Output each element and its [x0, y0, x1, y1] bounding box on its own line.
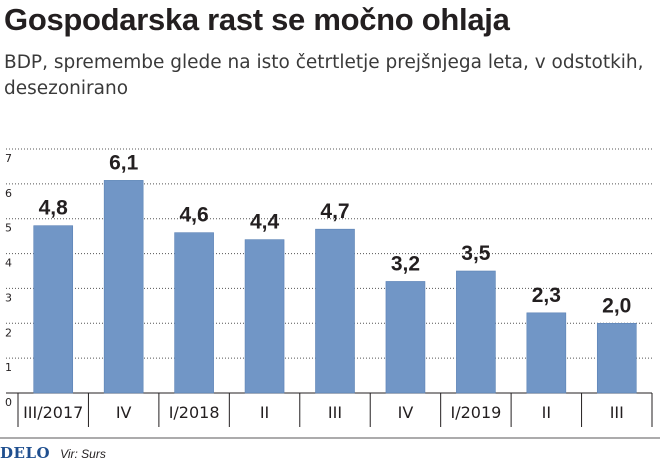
- bar: [456, 270, 496, 394]
- x-tick-label: IV: [116, 403, 132, 422]
- bar: [385, 281, 426, 394]
- y-tick-label: 5: [5, 222, 12, 235]
- data-label: 2,0: [602, 294, 631, 317]
- data-label: 4,7: [320, 200, 349, 223]
- x-tick-label: III: [610, 403, 624, 422]
- data-label: 3,2: [391, 252, 420, 275]
- y-tick-label: 4: [5, 257, 12, 270]
- source-note: Vir: Surs: [60, 447, 106, 461]
- x-tick-label: IV: [398, 403, 414, 422]
- y-tick-label: 2: [5, 326, 12, 339]
- bar: [315, 228, 355, 394]
- bar-chart: 0 1 2 3 4 5 6 7 4,8 III/2017 6,1 IV 4,6 I/2018 4,4 II 4,…: [0, 148, 660, 439]
- x-tick-label: II: [542, 403, 551, 422]
- data-label: 4,6: [180, 204, 209, 227]
- y-tick-label: 1: [5, 361, 12, 374]
- bar: [174, 232, 214, 394]
- chart-title: Gospodarska rast se močno ohlaja: [4, 2, 510, 37]
- y-tick-label: 6: [5, 187, 12, 200]
- delo-logo: DELO: [0, 444, 51, 462]
- x-tick-label: II: [260, 403, 269, 422]
- x-tick-label: I/2019: [450, 403, 501, 422]
- y-tick-label: 0: [5, 396, 12, 409]
- data-label: 6,1: [109, 151, 139, 174]
- data-label: 2,3: [532, 284, 561, 307]
- data-label: 3,5: [461, 242, 491, 265]
- data-label: 4,8: [39, 197, 69, 220]
- chart-subtitle: BDP, spremembe glede na isto četrtletje …: [4, 52, 644, 99]
- y-tick-label: 7: [5, 152, 12, 165]
- bar: [33, 225, 74, 394]
- x-tick-label: III/2017: [23, 403, 83, 422]
- bar: [596, 322, 637, 394]
- data-label: 4,4: [250, 211, 280, 234]
- bar: [244, 239, 285, 394]
- y-tick-label: 3: [5, 291, 12, 304]
- x-tick-label: I/2018: [169, 403, 220, 422]
- bar: [526, 312, 567, 394]
- x-tick-label: III: [328, 403, 342, 422]
- bar: [103, 180, 144, 394]
- footer: DELO Vir: Surs: [0, 444, 106, 462]
